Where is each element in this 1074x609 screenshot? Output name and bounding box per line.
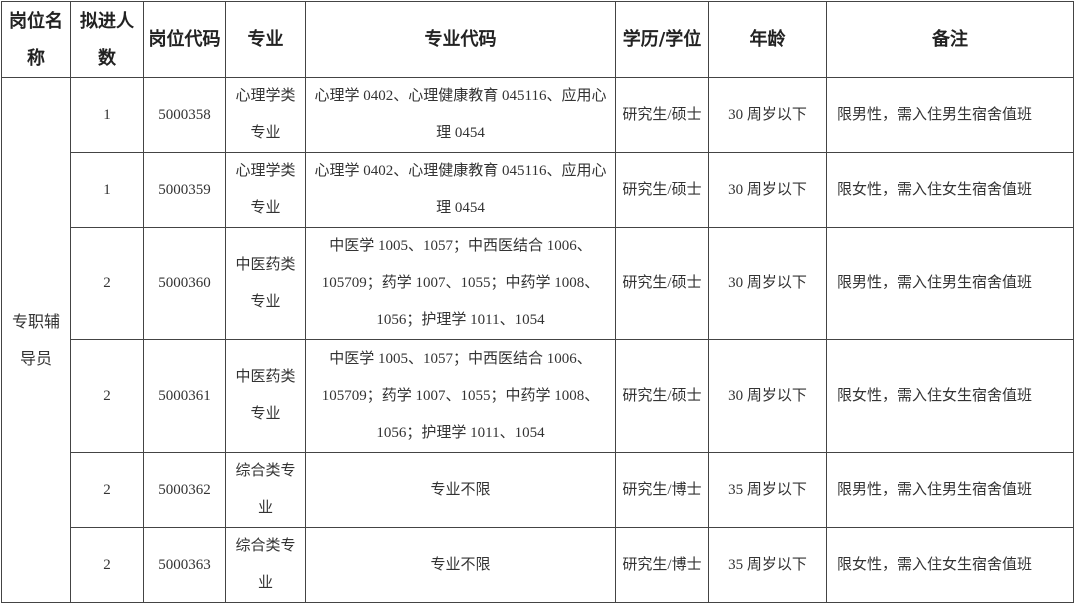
header-position-code: 岗位代码 [143,1,226,78]
table-row: 2 5000362 综合类专业 专业不限 研究生/博士 35 周岁以下 限男性，… [2,452,1074,528]
table-row: 1 5000359 心理学类专业 心理学 0402、心理健康教育 045116、… [2,152,1074,228]
header-count: 拟进人数 [70,1,144,78]
header-row: 岗位名称 拟进人数 岗位代码 专业 专业代码 学历/学位 年龄 备注 [1,1,1074,78]
remark-cell: 限男性，需入住男生宿舍值班 [826,77,1074,153]
major-cell: 心理学类专业 [225,77,306,153]
degree-cell: 研究生/博士 [615,452,709,528]
table-row: 2 5000361 中医药类专业 中医学 1005、1057；中西医结合 100… [2,339,1074,453]
major-codes-cell: 专业不限 [305,527,616,603]
degree-cell: 研究生/硕士 [615,77,709,153]
major-codes-cell: 专业不限 [305,452,616,528]
header-age: 年龄 [708,1,827,78]
age-cell: 30 周岁以下 [708,227,827,340]
header-major-codes: 专业代码 [305,1,616,78]
degree-cell: 研究生/硕士 [615,227,709,340]
age-cell: 30 周岁以下 [708,77,827,153]
degree-cell: 研究生/硕士 [615,339,709,453]
count-cell: 1 [70,152,144,228]
major-codes-cell: 中医学 1005、1057；中西医结合 1006、105709；药学 1007、… [305,227,616,340]
major-cell: 综合类专业 [225,527,306,603]
header-major: 专业 [225,1,306,78]
count-cell: 1 [70,77,144,153]
remark-cell: 限女性，需入住女生宿舍值班 [826,152,1074,228]
header-position-name: 岗位名称 [1,1,71,78]
count-cell: 2 [70,339,144,453]
header-remark: 备注 [826,1,1074,78]
age-cell: 35 周岁以下 [708,452,827,528]
table-row: 2 5000360 中医药类专业 中医学 1005、1057；中西医结合 100… [2,227,1074,340]
major-cell: 心理学类专业 [225,152,306,228]
age-cell: 30 周岁以下 [708,339,827,453]
position-name-cell: 专职辅导员 [1,77,71,603]
major-cell: 综合类专业 [225,452,306,528]
degree-cell: 研究生/硕士 [615,152,709,228]
table-row: 2 5000363 综合类专业 专业不限 研究生/博士 35 周岁以下 限女性，… [2,527,1074,603]
major-codes-cell: 心理学 0402、心理健康教育 045116、应用心理 0454 [305,152,616,228]
header-degree: 学历/学位 [615,1,709,78]
position-code-cell: 5000359 [143,152,226,228]
count-cell: 2 [70,452,144,528]
major-codes-cell: 心理学 0402、心理健康教育 045116、应用心理 0454 [305,77,616,153]
count-cell: 2 [70,527,144,603]
remark-cell: 限女性，需入住女生宿舍值班 [826,527,1074,603]
age-cell: 30 周岁以下 [708,152,827,228]
position-code-cell: 5000360 [143,227,226,340]
table-row: 专职辅导员 1 5000358 心理学类专业 心理学 0402、心理健康教育 0… [1,77,1074,603]
count-cell: 2 [70,227,144,340]
degree-cell: 研究生/博士 [615,527,709,603]
position-code-cell: 5000358 [143,77,226,153]
major-cell: 中医药类专业 [225,339,306,453]
position-code-cell: 5000363 [143,527,226,603]
remark-cell: 限男性，需入住男生宿舍值班 [826,227,1074,340]
major-codes-cell: 中医学 1005、1057；中西医结合 1006、105709；药学 1007、… [305,339,616,453]
age-cell: 35 周岁以下 [708,527,827,603]
remark-cell: 限男性，需入住男生宿舍值班 [826,452,1074,528]
remark-cell: 限女性，需入住女生宿舍值班 [826,339,1074,453]
position-code-cell: 5000362 [143,452,226,528]
position-code-cell: 5000361 [143,339,226,453]
major-cell: 中医药类专业 [225,227,306,340]
